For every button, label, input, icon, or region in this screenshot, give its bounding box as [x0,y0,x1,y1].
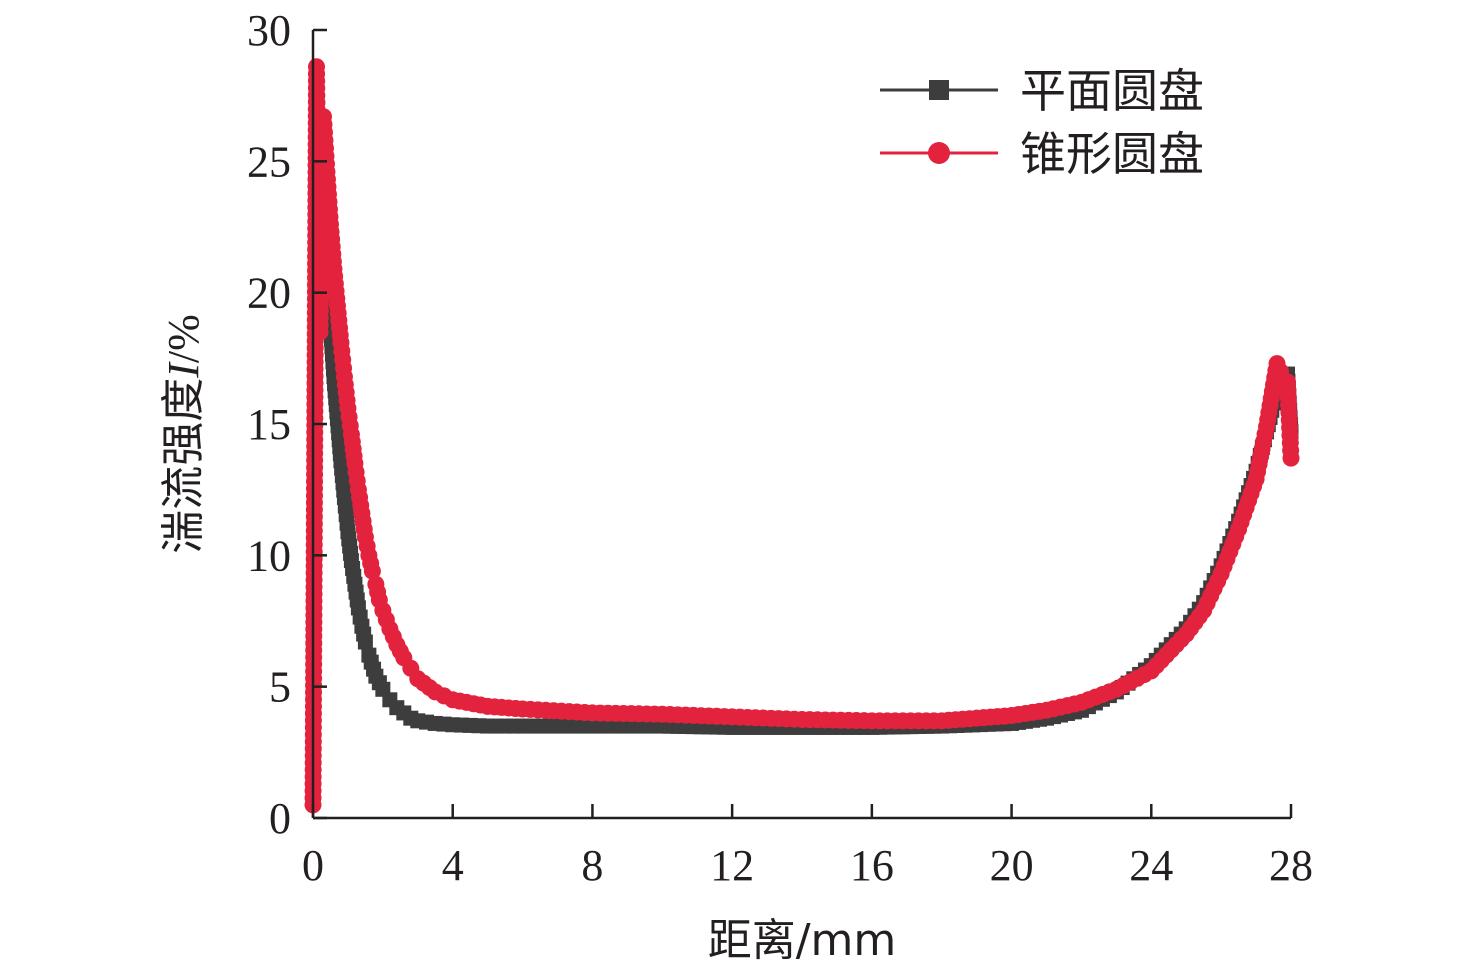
x-axis-title: 距离/mm [708,915,897,966]
x-tick-label: 28 [1269,841,1313,890]
data-point-circle [363,562,381,580]
x-tick-label: 4 [442,841,464,890]
data-point-square [357,634,373,650]
series-1 [305,93,1299,789]
y-tick-label: 25 [247,137,291,186]
x-tick-label: 8 [581,841,603,890]
y-axis-title: 湍流强度I/% [158,314,209,554]
legend-label: 锥形圆盘 [1020,127,1204,181]
y-axis-title-text: 湍流强度 [158,378,209,554]
y-tick-label: 5 [269,663,291,712]
data-point-circle [1282,449,1300,467]
legend-item-1: 平面圆盘 [880,64,1204,118]
legend-item-2: 锥形圆盘 [880,127,1204,181]
x-axis-ticks: 0 4 8 12 16 20 24 28 [302,804,1313,890]
data-point-square [929,80,949,100]
y-axis-title-variable: I [159,361,208,379]
x-tick-label: 0 [302,841,324,890]
x-tick-label: 12 [710,841,754,890]
y-tick-label: 20 [247,269,291,318]
plot-area: 0 4 8 12 16 20 24 28 0 5 10 15 20 25 30 [247,6,1313,890]
data-point-circle [928,142,950,164]
x-tick-label: 24 [1129,841,1173,890]
y-tick-label: 0 [269,794,291,843]
y-tick-label: 30 [247,6,291,55]
y-tick-label: 10 [247,531,291,580]
x-tick-label: 16 [850,841,894,890]
y-axis-ticks: 0 5 10 15 20 25 30 [247,6,327,843]
y-tick-label: 15 [247,400,291,449]
x-tick-label: 20 [990,841,1034,890]
y-axis-title-unit: /% [159,314,208,363]
legend-label: 平面圆盘 [1020,64,1204,118]
